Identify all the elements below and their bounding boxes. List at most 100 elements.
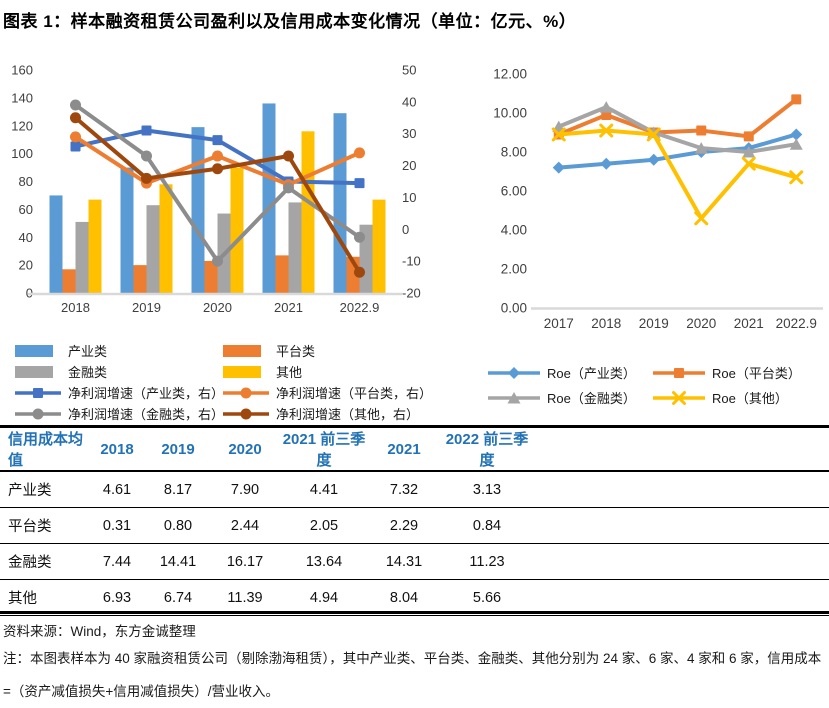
marker-circle <box>70 112 81 124</box>
row-label: 产业类 <box>0 471 88 508</box>
legend-item-roe-platform: Roe（平台类） <box>653 360 829 385</box>
column-header: 信用成本均值 <box>0 426 88 472</box>
table-cell: 13.64 <box>280 543 368 580</box>
y-axis-tick-label: 0.00 <box>501 301 527 316</box>
marker-square <box>70 141 81 152</box>
marker-square <box>674 367 684 378</box>
bar <box>191 127 205 293</box>
table-cell: 7.32 <box>368 471 440 508</box>
marker-x <box>672 390 686 405</box>
marker-square <box>33 387 43 398</box>
color-swatch <box>223 344 261 357</box>
marker-circle <box>354 231 365 243</box>
bar-series-other <box>88 131 386 293</box>
column-header: 2018 <box>88 426 146 472</box>
marker-circle <box>283 150 294 162</box>
marker-triangle <box>507 391 521 403</box>
right-chart-legend: Roe（产业类） Roe（平台类） Roe（金融类） Roe（其他） <box>488 360 829 410</box>
legend-item-profit-growth-financial: 净利润增速（金融类，右） <box>15 403 223 424</box>
table-cell: 3.13 <box>440 471 534 508</box>
line-swatch-icon <box>15 406 61 422</box>
bar <box>146 205 160 293</box>
marker-circle <box>212 163 223 175</box>
table-cell: 7.44 <box>88 543 146 580</box>
color-swatch <box>223 365 261 378</box>
table-cell: 2.44 <box>210 507 280 544</box>
color-swatch <box>15 365 53 378</box>
bar-swatch-icon <box>15 365 61 378</box>
legend-item-other: 其他 <box>223 361 445 382</box>
legend-item-platform: 平台类 <box>223 340 445 361</box>
table-cell: 6.74 <box>146 579 210 616</box>
marker-x <box>789 170 804 185</box>
legend-label: 净利润增速（金融类，右） <box>68 407 223 422</box>
line-series-profit-growth-industry <box>70 125 365 189</box>
left-axis-tick-label: 60 <box>19 202 33 217</box>
category-label: 2022.9 <box>340 300 380 315</box>
table-cell: 6.93 <box>88 579 146 616</box>
row-label: 平台类 <box>0 507 88 544</box>
column-header: 2020 <box>210 426 280 472</box>
marker-x <box>599 123 614 138</box>
marker-square <box>141 125 152 136</box>
line-swatch-icon <box>488 365 540 381</box>
marker-x <box>694 211 709 226</box>
marker-circle <box>141 172 152 184</box>
bar <box>62 269 76 293</box>
table-cell: 16.17 <box>210 543 280 580</box>
y-axis-tick-label: 10.00 <box>493 106 527 121</box>
table-cell: 7.90 <box>210 471 280 508</box>
table-row: 产业类 4.61 8.17 7.90 4.41 7.32 3.13 <box>0 471 829 508</box>
legend-item-roe-financial: Roe（金融类） <box>488 385 653 410</box>
column-header: 2021 <box>368 426 440 472</box>
row-label: 其他 <box>0 579 88 616</box>
right-axis-tick-label: 50 <box>402 63 416 78</box>
marker-circle <box>32 408 44 419</box>
marker-circle <box>240 408 252 419</box>
marker-triangle <box>694 142 708 154</box>
legend-item-industry: 产业类 <box>15 340 223 361</box>
marker-x <box>741 156 756 171</box>
legend-label: Roe（平台类） <box>712 366 801 381</box>
column-header: 2019 <box>146 426 210 472</box>
marker-circle <box>212 255 223 267</box>
right-axis-tick-label: -10 <box>402 254 421 269</box>
line-swatch-icon <box>653 365 705 381</box>
y-axis-tick-label: 2.00 <box>501 262 527 277</box>
table-cell: 5.66 <box>440 579 534 616</box>
table-cell: 4.94 <box>280 579 368 616</box>
footnote: 注：本图表样本为 40 家融资租赁公司（剔除渤海租赁），其中产业类、平台类、金融… <box>3 651 822 699</box>
line-series-profit-growth-platform <box>70 131 365 191</box>
filler-cell <box>534 471 829 508</box>
table-row: 其他 6.93 6.74 11.39 4.94 8.04 5.66 <box>0 579 829 616</box>
legend-label: Roe（其他） <box>712 391 788 406</box>
legend-item-roe-industry: Roe（产业类） <box>488 360 653 385</box>
bar <box>333 113 347 293</box>
left-axis-tick-label: 120 <box>11 118 33 133</box>
legend-label: 产业类 <box>68 344 108 359</box>
legend-item-roe-other: Roe（其他） <box>653 385 829 410</box>
marker-circle <box>141 150 152 162</box>
line-swatch-icon <box>223 385 269 401</box>
marker-square <box>354 178 365 189</box>
bar <box>159 184 173 293</box>
left-chart-legend: 产业类 平台类 金融类 其他 净利润增速（产业类，右） 净利润增速（平台类，右） 净利润增速… <box>15 340 445 424</box>
line-swatch-icon <box>653 390 705 406</box>
bar-series-platform <box>62 255 360 293</box>
right-axis-tick-label: 10 <box>402 190 416 205</box>
table-cell: 4.41 <box>280 471 368 508</box>
legend-label: Roe（金融类） <box>547 391 636 406</box>
left-axis-tick-label: 140 <box>11 90 33 105</box>
y-axis-tick-label: 8.00 <box>501 145 527 160</box>
marker-circle <box>212 150 223 162</box>
credit-cost-table: 信用成本均值 2018 2019 2020 2021 前三季度 2021 2022 前三季度… <box>0 425 829 616</box>
line-series-profit-growth-financial <box>70 99 365 267</box>
table-header-row: 信用成本均值 2018 2019 2020 2021 前三季度 2021 2022 前三季度 <box>0 426 829 472</box>
bar-swatch-icon <box>223 344 269 357</box>
left-axis-tick-label: 100 <box>11 146 33 161</box>
left-axis-tick-label: 40 <box>19 230 33 245</box>
left-axis-tick-label: 20 <box>19 258 33 273</box>
right-axis-tick-label: -20 <box>402 286 421 301</box>
filler-cell <box>534 507 829 544</box>
bar <box>275 255 289 293</box>
